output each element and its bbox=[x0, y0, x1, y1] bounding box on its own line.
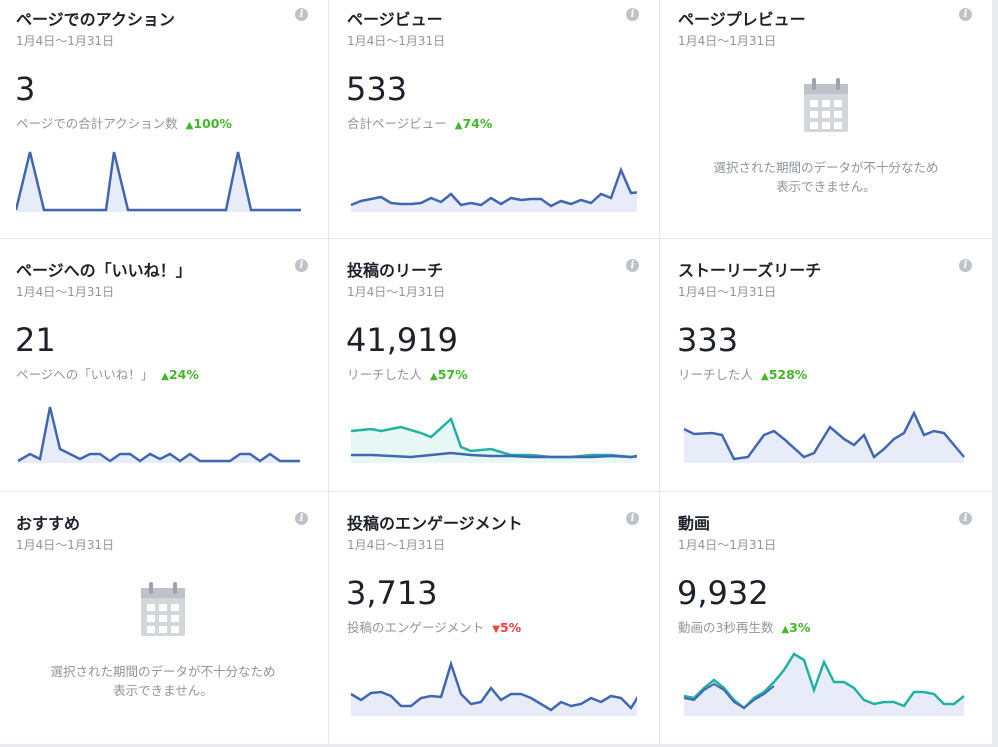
no-data-state: 選択された期間のデータが不十分なため 表示できません。 bbox=[0, 582, 328, 700]
card-subtitle: 合計ページビュー ▲74% bbox=[347, 113, 492, 132]
sparkline-chart bbox=[16, 151, 301, 212]
card-date-range: 1月4日～1月31日 bbox=[16, 285, 115, 299]
delta-badge: ▲528% bbox=[761, 367, 807, 382]
card-value: 41,919 bbox=[346, 321, 458, 359]
card-title: 投稿のリーチ bbox=[347, 261, 444, 280]
card-title: ページビュー bbox=[347, 10, 443, 29]
sparkline-chart bbox=[350, 659, 637, 716]
no-data-state: 選択された期間のデータが不十分なため 表示できません。 bbox=[660, 78, 992, 196]
card-post-engagement[interactable]: 投稿のエンゲージメント 1月4日～1月31日 i 3,713 投稿のエンゲージメ… bbox=[329, 492, 659, 744]
card-subtitle: リーチした人 ▲528% bbox=[678, 364, 807, 383]
no-data-message: 選択された期間のデータが不十分なため 表示できません。 bbox=[660, 158, 992, 196]
card-value: 3 bbox=[15, 70, 36, 108]
delta-value: 100% bbox=[193, 116, 232, 131]
delta-badge: ▲74% bbox=[455, 116, 493, 131]
card-subtitle: 投稿のエンゲージメント ▼5% bbox=[347, 617, 521, 636]
sparkline-chart bbox=[350, 416, 637, 463]
card-date-range: 1月4日～1月31日 bbox=[678, 34, 777, 48]
info-icon[interactable]: i bbox=[295, 512, 308, 525]
delta-badge: ▲100% bbox=[186, 116, 232, 131]
arrow-up-icon: ▲ bbox=[761, 371, 769, 382]
delta-value: 528% bbox=[768, 367, 808, 382]
card-date-range: 1月4日～1月31日 bbox=[16, 34, 115, 48]
card-page-views[interactable]: ページビュー 1月4日～1月31日 i 533 合計ページビュー ▲74% bbox=[329, 0, 659, 238]
card-value: 333 bbox=[677, 321, 739, 359]
delta-value: 57% bbox=[437, 367, 468, 382]
card-date-range: 1月4日～1月31日 bbox=[347, 538, 446, 552]
card-recommendations[interactable]: おすすめ 1月4日～1月31日 i 選択された期間のデータが不十分なため 表示で… bbox=[0, 492, 328, 744]
arrow-up-icon: ▲ bbox=[430, 371, 438, 382]
card-date-range: 1月4日～1月31日 bbox=[347, 285, 446, 299]
calendar-icon bbox=[141, 582, 185, 636]
info-icon[interactable]: i bbox=[959, 259, 972, 272]
delta-badge: ▲3% bbox=[781, 620, 810, 635]
info-icon[interactable]: i bbox=[295, 259, 308, 272]
card-page-previews[interactable]: ページプレビュー 1月4日～1月31日 i 選択された期間のデータが不十分なため… bbox=[660, 0, 992, 238]
card-date-range: 1月4日～1月31日 bbox=[678, 285, 777, 299]
card-stories-reach[interactable]: ストーリーズリーチ 1月4日～1月31日 i 333 リーチした人 ▲528% bbox=[660, 239, 992, 491]
card-subtitle: 動画の3秒再生数 ▲3% bbox=[678, 617, 810, 636]
info-icon[interactable]: i bbox=[959, 512, 972, 525]
delta-badge: ▲24% bbox=[161, 367, 199, 382]
card-date-range: 1月4日～1月31日 bbox=[16, 538, 115, 552]
sparkline-chart bbox=[683, 652, 965, 716]
info-icon[interactable]: i bbox=[626, 8, 639, 21]
card-title: ストーリーズリーチ bbox=[678, 261, 822, 280]
no-data-message: 選択された期間のデータが不十分なため 表示できません。 bbox=[0, 662, 328, 700]
no-data-line-1: 選択された期間のデータが不十分なため bbox=[50, 664, 276, 679]
card-sub-label: 投稿のエンゲージメント bbox=[347, 620, 485, 635]
sparkline-chart bbox=[350, 166, 637, 212]
card-sub-label: 動画の3秒再生数 bbox=[678, 620, 774, 635]
sparkline-chart bbox=[17, 406, 300, 463]
card-value: 3,713 bbox=[346, 574, 438, 612]
card-title: ページプレビュー bbox=[678, 10, 806, 29]
card-page-actions[interactable]: ページでのアクション 1月4日～1月31日 i 3 ページでの合計アクション数 … bbox=[0, 0, 328, 238]
card-title: 動画 bbox=[678, 514, 711, 533]
card-title: ページでのアクション bbox=[16, 10, 175, 29]
card-sub-label: リーチした人 bbox=[347, 367, 423, 382]
delta-value: 5% bbox=[499, 620, 522, 635]
arrow-up-icon: ▲ bbox=[454, 120, 463, 131]
card-sub-label: リーチした人 bbox=[678, 367, 754, 382]
delta-value: 3% bbox=[789, 620, 811, 635]
card-title: おすすめ bbox=[16, 514, 81, 533]
card-video[interactable]: 動画 1月4日～1月31日 i 9,932 動画の3秒再生数 ▲3% bbox=[660, 492, 992, 744]
delta-badge: ▼5% bbox=[492, 620, 521, 635]
card-sub-label: ページへの「いいね！」 bbox=[16, 367, 154, 382]
card-value: 533 bbox=[346, 70, 408, 108]
card-subtitle: リーチした人 ▲57% bbox=[347, 364, 468, 383]
info-icon[interactable]: i bbox=[959, 8, 972, 21]
card-date-range: 1月4日～1月31日 bbox=[347, 34, 446, 48]
card-value: 21 bbox=[15, 321, 56, 359]
no-data-line-2: 表示できません。 bbox=[113, 683, 213, 698]
arrow-up-icon: ▲ bbox=[185, 120, 194, 131]
card-subtitle: ページでの合計アクション数 ▲100% bbox=[16, 113, 232, 132]
delta-value: 74% bbox=[462, 116, 493, 131]
no-data-line-2: 表示できません。 bbox=[776, 179, 876, 194]
card-post-reach[interactable]: 投稿のリーチ 1月4日～1月31日 i 41,919 リーチした人 ▲57% bbox=[329, 239, 659, 491]
info-icon[interactable]: i bbox=[295, 8, 308, 21]
card-value: 9,932 bbox=[677, 574, 769, 612]
arrow-up-icon: ▲ bbox=[781, 624, 790, 635]
card-page-likes[interactable]: ページへの「いいね！」 1月4日～1月31日 i 21 ページへの「いいね！」 … bbox=[0, 239, 328, 491]
info-icon[interactable]: i bbox=[626, 512, 639, 525]
no-data-line-1: 選択された期間のデータが不十分なため bbox=[713, 160, 939, 175]
arrow-down-icon: ▼ bbox=[492, 624, 500, 635]
delta-badge: ▲57% bbox=[430, 367, 468, 382]
card-title: 投稿のエンゲージメント bbox=[347, 514, 523, 533]
sparkline-chart bbox=[683, 410, 965, 463]
info-icon[interactable]: i bbox=[626, 259, 639, 272]
card-sub-label: ページでの合計アクション数 bbox=[16, 116, 178, 131]
card-subtitle: ページへの「いいね！」 ▲24% bbox=[16, 364, 199, 383]
card-date-range: 1月4日～1月31日 bbox=[678, 538, 777, 552]
calendar-icon bbox=[804, 78, 848, 132]
delta-value: 24% bbox=[168, 367, 199, 382]
arrow-up-icon: ▲ bbox=[161, 371, 169, 382]
card-title: ページへの「いいね！」 bbox=[16, 261, 192, 280]
card-sub-label: 合計ページビュー bbox=[347, 116, 447, 131]
